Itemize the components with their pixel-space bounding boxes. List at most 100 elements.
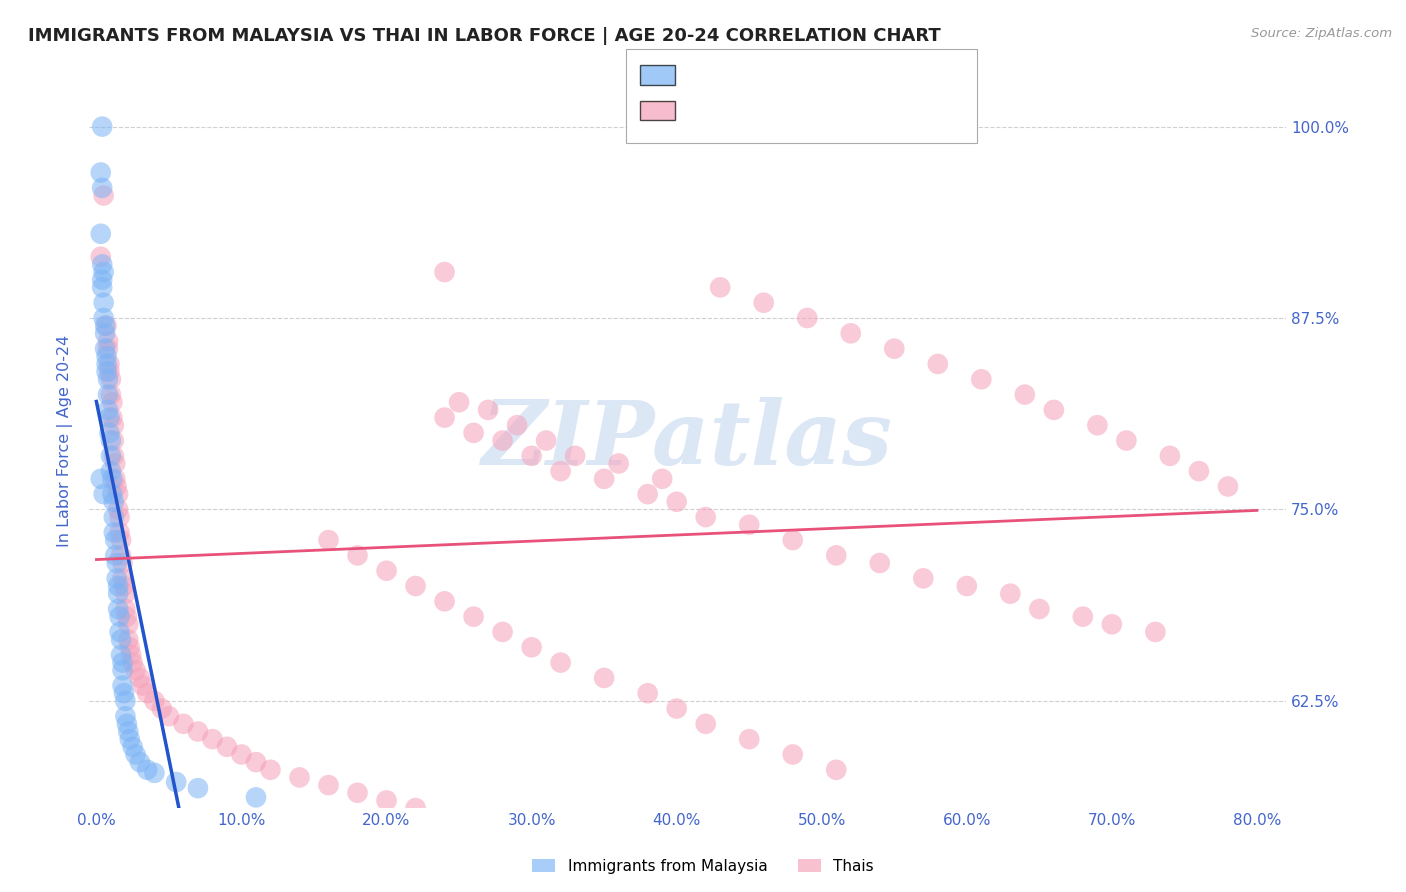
Point xyxy=(695,510,717,524)
Point xyxy=(107,587,129,601)
Point xyxy=(97,403,120,417)
Point xyxy=(709,280,731,294)
Point xyxy=(433,594,456,608)
Point xyxy=(1071,609,1094,624)
Point xyxy=(96,357,118,371)
Point xyxy=(143,694,166,708)
Point xyxy=(883,342,905,356)
Point xyxy=(695,716,717,731)
Point xyxy=(593,472,616,486)
Point xyxy=(117,617,139,632)
Point xyxy=(98,365,121,379)
Point xyxy=(120,648,142,662)
Point xyxy=(117,724,139,739)
Point xyxy=(91,257,114,271)
Point xyxy=(825,763,848,777)
Point xyxy=(346,786,368,800)
Point xyxy=(1101,617,1123,632)
Legend: Immigrants from Malaysia, Thais: Immigrants from Malaysia, Thais xyxy=(526,853,880,880)
Point xyxy=(101,487,124,501)
Point xyxy=(433,265,456,279)
Point xyxy=(108,624,131,639)
Point xyxy=(665,701,688,715)
Point xyxy=(201,732,224,747)
Point xyxy=(91,280,114,294)
Point xyxy=(405,801,427,815)
Point xyxy=(98,357,121,371)
Point xyxy=(112,686,135,700)
Point xyxy=(114,602,136,616)
Point xyxy=(637,487,659,501)
Point xyxy=(245,755,267,769)
Point xyxy=(97,334,120,348)
Point xyxy=(288,771,311,785)
Point xyxy=(970,372,993,386)
Point xyxy=(115,609,138,624)
Point xyxy=(825,549,848,563)
Point xyxy=(97,372,120,386)
Point xyxy=(93,265,115,279)
Point xyxy=(1014,387,1036,401)
Text: N = 111: N = 111 xyxy=(801,103,865,117)
Point xyxy=(520,449,543,463)
Point xyxy=(93,487,115,501)
Text: R = -0.016: R = -0.016 xyxy=(682,103,763,117)
Point xyxy=(143,765,166,780)
Point xyxy=(103,449,125,463)
Point xyxy=(91,120,114,134)
Point xyxy=(1159,449,1181,463)
Point xyxy=(94,342,117,356)
Point xyxy=(375,793,398,807)
Point xyxy=(115,716,138,731)
Point xyxy=(449,395,471,409)
Point xyxy=(738,517,761,532)
Point xyxy=(231,747,253,762)
Point xyxy=(607,457,630,471)
Point xyxy=(550,464,572,478)
Point xyxy=(463,609,485,624)
Point xyxy=(107,487,129,501)
Point xyxy=(90,165,112,179)
Point xyxy=(956,579,979,593)
Point xyxy=(215,739,238,754)
Point xyxy=(477,403,499,417)
Point xyxy=(93,188,115,202)
Point xyxy=(96,349,118,363)
Point xyxy=(90,227,112,241)
Point xyxy=(738,732,761,747)
Point xyxy=(405,579,427,593)
Point xyxy=(564,449,586,463)
Point xyxy=(150,701,173,715)
Point xyxy=(104,549,127,563)
Point xyxy=(111,571,134,585)
Point xyxy=(114,709,136,723)
Point xyxy=(110,533,132,547)
Point xyxy=(110,648,132,662)
Point xyxy=(1188,464,1211,478)
Point xyxy=(103,495,125,509)
Point xyxy=(97,387,120,401)
Point xyxy=(105,571,128,585)
Point xyxy=(550,656,572,670)
Point xyxy=(318,533,340,547)
Point xyxy=(104,472,127,486)
Point xyxy=(136,763,159,777)
Point xyxy=(172,716,194,731)
Point xyxy=(187,781,209,796)
Point xyxy=(94,318,117,333)
Point xyxy=(927,357,949,371)
Point xyxy=(912,571,935,585)
Point xyxy=(108,510,131,524)
Point xyxy=(593,671,616,685)
Point xyxy=(101,472,124,486)
Text: R = -0.037: R = -0.037 xyxy=(682,67,763,81)
Point xyxy=(91,181,114,195)
Point xyxy=(112,579,135,593)
Point xyxy=(1115,434,1137,448)
Point xyxy=(100,434,122,448)
Point xyxy=(111,556,134,570)
Point xyxy=(869,556,891,570)
Point xyxy=(665,495,688,509)
Point xyxy=(259,763,281,777)
Point xyxy=(114,587,136,601)
